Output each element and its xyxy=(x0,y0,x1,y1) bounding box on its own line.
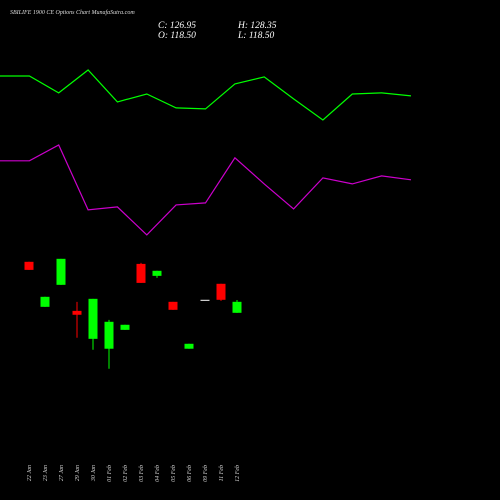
line-series xyxy=(0,69,412,121)
open-info: O: 118.50 xyxy=(158,31,196,41)
candle-body xyxy=(56,258,66,285)
chart-title: SBILIFE 1900 CE Options Chart MunafaSutr… xyxy=(10,9,135,16)
candle-body xyxy=(40,296,50,307)
high-info: H: 128.35 xyxy=(237,21,277,31)
candle-body xyxy=(168,301,178,310)
x-tick-label: 22 Jan xyxy=(27,465,33,481)
x-tick-label: 09 Feb xyxy=(203,465,209,482)
candle-body xyxy=(216,283,226,300)
x-tick-label: 04 Feb xyxy=(154,465,161,482)
x-tick-label: 23 Jan xyxy=(43,465,49,481)
candle-body xyxy=(104,321,114,349)
candle-body xyxy=(136,263,146,283)
close-info: C: 126.95 xyxy=(158,21,196,31)
candle-body xyxy=(200,299,210,301)
candle-body xyxy=(232,301,242,313)
x-tick-label: 02 Feb xyxy=(123,465,129,482)
x-tick-label: 30 Jan xyxy=(91,465,97,482)
candle-body xyxy=(72,310,82,315)
x-tick-label: 06 Feb xyxy=(187,465,193,482)
x-tick-label: 05 Feb xyxy=(171,465,177,482)
x-tick-label: 27 Jan xyxy=(59,465,65,481)
x-tick-label: 01 Feb xyxy=(107,465,113,482)
x-tick-label: 11 Feb xyxy=(219,465,225,481)
low-info: L: 118.50 xyxy=(237,31,274,41)
candle-body xyxy=(152,270,162,276)
line-series xyxy=(0,144,412,236)
x-tick-label: 29 Jan xyxy=(75,465,81,481)
candle-body xyxy=(88,298,98,339)
x-tick-label: 03 Feb xyxy=(139,465,145,482)
candle-body xyxy=(120,324,130,330)
candle-body xyxy=(24,261,34,270)
x-tick-label: 12 Feb xyxy=(235,465,241,482)
candle-body xyxy=(184,343,194,349)
